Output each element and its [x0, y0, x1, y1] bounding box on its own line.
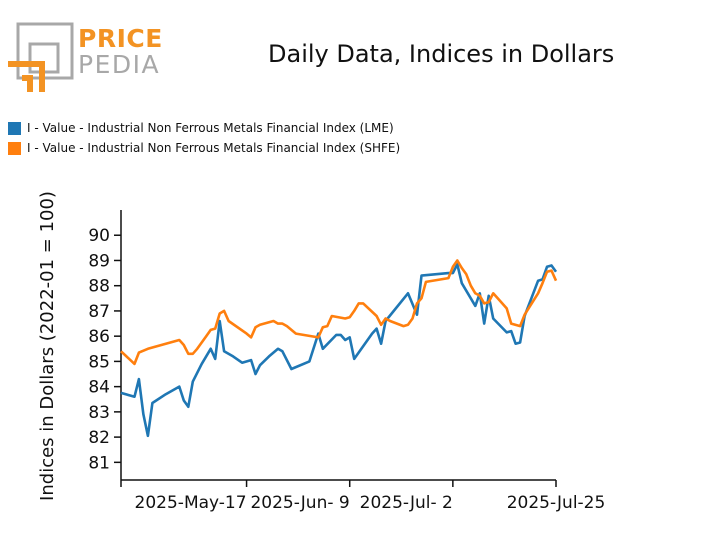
legend-swatch-shfe: [8, 141, 21, 155]
y-tick-label: 89: [88, 251, 110, 271]
y-tick-label: 83: [88, 403, 110, 423]
y-tick-label: 88: [88, 277, 110, 297]
x-tick-label: 2025-May-17: [135, 493, 247, 513]
x-tick-label: 2025-Jul- 2: [360, 493, 453, 513]
chart-title: Daily Data, Indices in Dollars: [268, 40, 615, 68]
y-tick-label: 86: [88, 327, 110, 347]
y-tick-label: 81: [88, 453, 110, 473]
legend-label-lme: I - Value - Industrial Non Ferrous Metal…: [27, 121, 394, 135]
x-axis: 2025-May-17 2025-Jun- 9 2025-Jul- 2 2025-Ju…: [120, 479, 606, 513]
y-axis-title: Indices in Dollars (2022-01 = 100): [37, 191, 58, 501]
series-layer: [120, 259, 558, 438]
x-tick-label: 2025-Jun- 9: [250, 493, 349, 513]
y-axis: 81 82 83 84 85 86 87 88 89 90: [88, 210, 122, 480]
series-line-lme[interactable]: [120, 263, 558, 438]
logo-mark-icon: [8, 22, 74, 92]
legend-item-shfe[interactable]: I - Value - Industrial Non Ferrous Metal…: [8, 138, 400, 158]
pricepedia-logo: PRICE PEDIA: [8, 22, 168, 94]
y-tick-label: 82: [88, 428, 110, 448]
legend-label-shfe: I - Value - Industrial Non Ferrous Metal…: [27, 141, 401, 155]
y-tick-label: 87: [88, 302, 110, 322]
logo-word-pedia: PEDIA: [78, 50, 161, 79]
chart-legend: I - Value - Industrial Non Ferrous Metal…: [8, 118, 400, 158]
x-tick-label: 2025-Jul-25: [507, 493, 606, 513]
y-tick-label: 85: [88, 352, 110, 372]
y-tick-label: 84: [88, 378, 110, 398]
legend-swatch-lme: [8, 121, 21, 135]
legend-item-lme[interactable]: I - Value - Industrial Non Ferrous Metal…: [8, 118, 400, 138]
y-tick-label: 90: [88, 226, 110, 246]
logo-word-price: PRICE: [78, 24, 163, 53]
series-line-shfe[interactable]: [120, 259, 558, 366]
